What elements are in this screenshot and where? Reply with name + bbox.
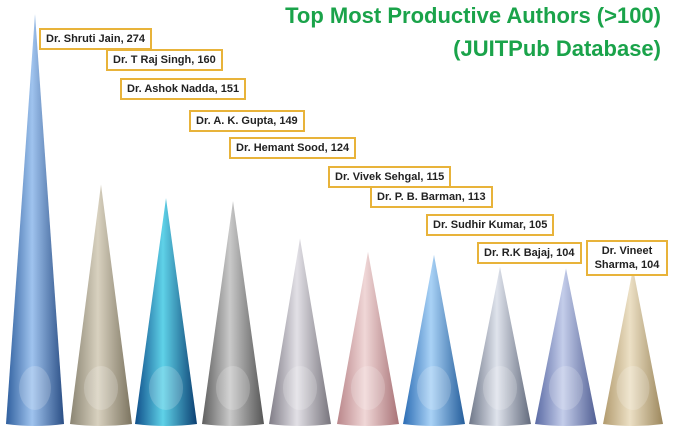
cone-bar-1: [6, 14, 64, 426]
data-label-10: Dr. Vineet Sharma, 104: [586, 240, 668, 276]
cone-highlight-1: [19, 366, 51, 410]
data-label-7: Dr. P. B. Barman, 113: [370, 186, 493, 208]
cone-highlight-4: [215, 366, 251, 410]
data-label-9: Dr. R.K Bajaj, 104: [477, 242, 582, 264]
cone-bar-7: [403, 254, 465, 426]
cone-bar-3: [135, 198, 197, 426]
cone-bar-10: [603, 268, 663, 426]
cone-highlight-2: [83, 366, 119, 410]
data-label-2: Dr. T Raj Singh, 160: [106, 49, 223, 71]
cone-bar-5: [269, 238, 331, 426]
cone-highlight-5: [282, 366, 318, 410]
cone-bar-9: [535, 268, 597, 426]
cone-highlight-9: [548, 366, 584, 410]
data-label-6: Dr. Vivek Sehgal, 115: [328, 166, 452, 188]
data-label-3: Dr. Ashok Nadda, 151: [120, 78, 247, 100]
cone-bars: [6, 14, 663, 426]
cone-highlight-8: [482, 366, 518, 410]
cone-highlight-6: [350, 366, 386, 410]
chart-title-line-1: Top Most Productive Authors (>100): [285, 3, 661, 28]
cone-bar-8: [469, 266, 531, 426]
data-label-4: Dr. A. K. Gupta, 149: [189, 110, 305, 132]
cone-highlight-7: [416, 366, 452, 410]
cone-bar-4: [202, 201, 264, 426]
data-label-5: Dr. Hemant Sood, 124: [229, 137, 357, 159]
data-label-8: Dr. Sudhir Kumar, 105: [426, 214, 555, 236]
chart-title-line-2: (JUITPub Database): [453, 36, 661, 61]
cone-highlight-3: [148, 366, 184, 410]
cone-highlight-10: [616, 366, 650, 410]
cone-bar-6: [337, 251, 399, 426]
cone-bar-2: [70, 184, 132, 426]
data-label-1: Dr. Shruti Jain, 274: [39, 28, 153, 50]
